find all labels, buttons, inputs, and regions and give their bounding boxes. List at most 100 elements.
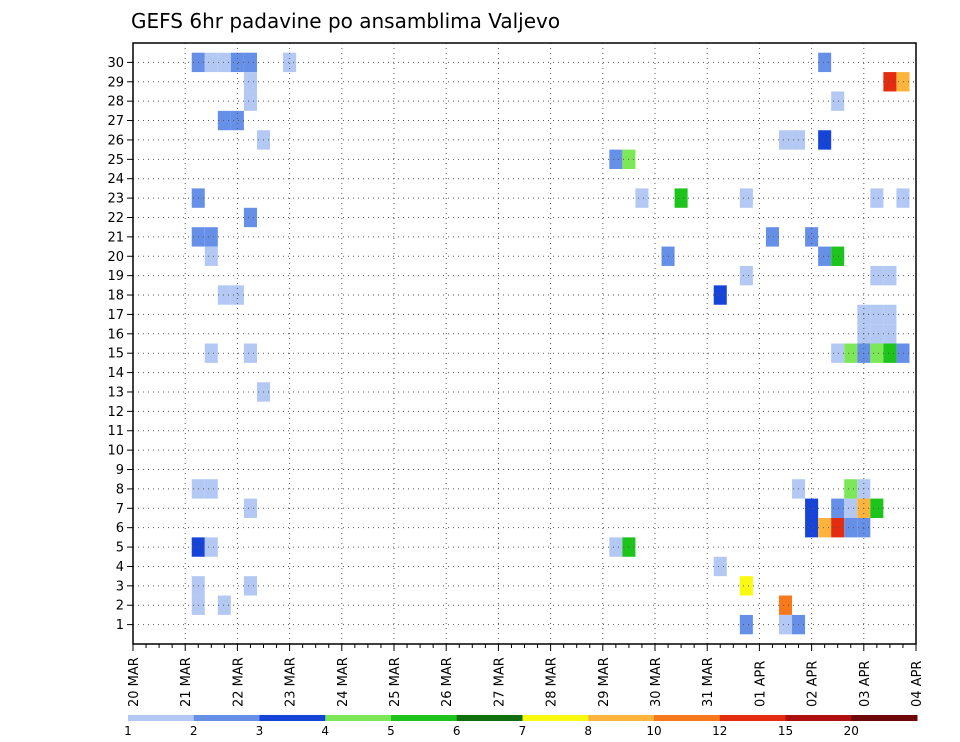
legend-label: 7 [519, 724, 527, 738]
heatmap-cell [778, 595, 793, 615]
heatmap-cell [204, 52, 218, 73]
y-tick-label: 10 [107, 444, 124, 459]
heatmap-cell [883, 72, 897, 92]
heatmap-cell [870, 304, 884, 325]
legend-swatch [785, 715, 852, 721]
heatmap-cell [243, 343, 257, 363]
heatmap-cell [844, 343, 858, 363]
heatmap-cell [870, 324, 884, 344]
heatmap-cell [713, 285, 727, 305]
legend-swatch [851, 715, 918, 721]
heatmap-cell [818, 130, 832, 150]
x-tick-label: 20 MAR [127, 657, 142, 707]
heatmap-cell [844, 517, 858, 538]
heatmap-cell [230, 52, 244, 73]
x-axis: 20 MAR 21 MAR 22 MAR 23 MAR 24 MAR 25 MAR 26 M… [127, 644, 925, 707]
heatmap-cell [831, 343, 845, 363]
legend-swatch [654, 715, 721, 721]
heatmap-cell [217, 285, 231, 305]
heatmap-cell [204, 537, 218, 557]
legend-label: 5 [387, 724, 395, 738]
legend-label: 3 [256, 724, 264, 738]
heatmap-cell [217, 595, 231, 615]
heatmap-cell [739, 188, 753, 208]
heatmap-cell [739, 614, 753, 635]
heatmap-cell [870, 498, 884, 518]
heatmap-cell [883, 265, 897, 286]
legend-swatch [456, 715, 523, 721]
legend-label: 1 [124, 724, 132, 738]
heatmap-cell [739, 576, 753, 596]
heatmap-cell [609, 149, 623, 170]
y-tick-label: 5 [116, 541, 124, 556]
y-tick-label: 29 [107, 75, 124, 90]
heatmap-cells [191, 52, 910, 635]
heatmap-cell [765, 227, 779, 247]
heatmap-cell [243, 91, 257, 111]
legend-swatch [128, 715, 195, 721]
heatmap-cell [243, 72, 257, 92]
heatmap-cell [844, 479, 858, 499]
heatmap-cell [883, 324, 897, 344]
heatmap-cell [778, 614, 793, 635]
heatmap-cell [896, 343, 910, 363]
heatmap-cell [818, 52, 832, 73]
y-tick-label: 18 [107, 289, 124, 304]
heatmap-cell [243, 52, 257, 73]
legend-label: 2 [190, 724, 198, 738]
legend-swatch [193, 715, 260, 721]
heatmap-cell [805, 517, 819, 538]
y-tick-label: 24 [107, 172, 124, 187]
heatmap-cell [230, 285, 244, 305]
heatmap-cell [870, 265, 884, 286]
y-tick-label: 21 [107, 230, 124, 245]
legend-swatch [325, 715, 392, 721]
y-tick-label: 17 [107, 308, 124, 323]
legend-label: 12 [712, 724, 727, 738]
legend-label: 6 [453, 724, 461, 738]
y-tick-label: 23 [107, 192, 124, 207]
heatmap-cell [831, 246, 845, 266]
y-tick-label: 20 [107, 250, 124, 265]
x-tick-label: 21 MAR [179, 657, 194, 707]
heatmap-cell [204, 246, 218, 266]
heatmap-cell [896, 188, 910, 208]
heatmap-cell [883, 343, 897, 363]
y-tick-label: 11 [107, 424, 124, 439]
y-tick-label: 27 [107, 114, 124, 129]
heatmap-cell [230, 110, 244, 131]
x-tick-label: 31 MAR [701, 657, 716, 707]
heatmap-cell [883, 304, 897, 325]
y-tick-label: 30 [107, 56, 124, 71]
heatmap-cell [831, 91, 845, 111]
x-tick-label: 22 MAR [231, 657, 246, 707]
heatmap-cell [204, 343, 218, 363]
x-tick-label: 02 APR [806, 661, 821, 707]
y-tick-label: 3 [116, 579, 124, 594]
heatmap-cell [217, 110, 231, 131]
legend-swatch [259, 715, 326, 721]
y-tick-label: 12 [107, 405, 124, 420]
y-tick-label: 19 [107, 269, 124, 284]
heatmap-cell [831, 498, 845, 518]
y-tick-label: 25 [107, 153, 124, 168]
heatmap-cell [217, 52, 231, 73]
x-tick-label: 30 MAR [649, 657, 664, 707]
x-tick-label: 26 MAR [440, 657, 455, 707]
y-tick-label: 8 [116, 482, 124, 497]
y-tick-label: 4 [116, 560, 124, 575]
y-tick-label: 2 [116, 599, 124, 614]
heatmap-cell [243, 576, 257, 596]
legend-swatch [391, 715, 458, 721]
y-tick-label: 15 [107, 347, 124, 362]
heatmap-cell [805, 227, 819, 247]
heatmap-cell [243, 207, 257, 228]
heatmap-cell [283, 52, 297, 73]
heatmap-cell [609, 537, 623, 557]
x-tick-label: 28 MAR [545, 657, 560, 707]
heatmap-cell [896, 72, 910, 92]
y-tick-label: 9 [116, 463, 124, 478]
legend-label: 10 [646, 724, 661, 738]
